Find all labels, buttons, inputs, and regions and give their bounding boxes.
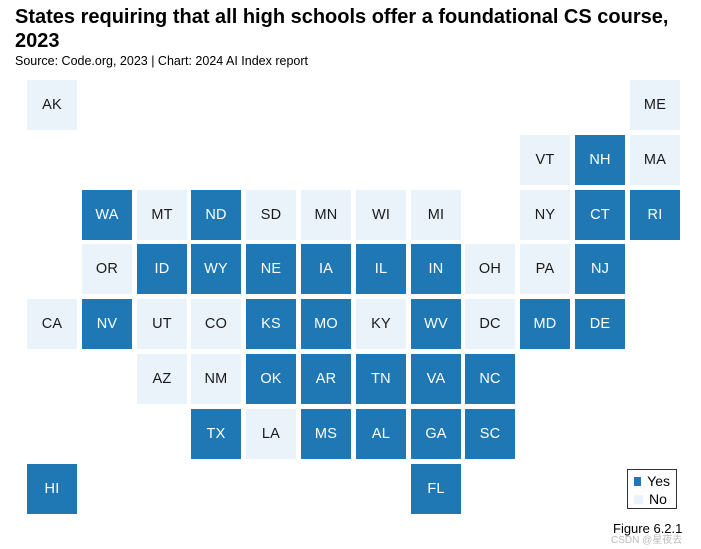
state-tile-mt: MT [137, 190, 187, 240]
state-tile-az: AZ [137, 354, 187, 404]
state-tile-md: MD [520, 299, 570, 349]
state-tile-de: DE [575, 299, 625, 349]
state-tile-id: ID [137, 244, 187, 294]
state-tile-tn: TN [356, 354, 406, 404]
state-tile-ny: NY [520, 190, 570, 240]
watermark: CSDN @星夜去 [611, 535, 683, 546]
state-tile-mi: MI [411, 190, 461, 240]
state-tile-vt: VT [520, 135, 570, 185]
state-tile-mn: MN [301, 190, 351, 240]
state-tile-al: AL [356, 409, 406, 459]
state-tile-fl: FL [411, 464, 461, 514]
legend-item-yes: Yes [634, 472, 670, 490]
legend: Yes No [627, 469, 677, 509]
state-tile-ga: GA [411, 409, 461, 459]
state-tile-nm: NM [191, 354, 241, 404]
state-tile-pa: PA [520, 244, 570, 294]
state-tile-ia: IA [301, 244, 351, 294]
state-tile-nc: NC [465, 354, 515, 404]
state-tile-ca: CA [27, 299, 77, 349]
legend-label-no: No [649, 491, 667, 507]
state-tile-in: IN [411, 244, 461, 294]
state-tile-ak: AK [27, 80, 77, 130]
state-tile-wa: WA [82, 190, 132, 240]
state-tile-mo: MO [301, 299, 351, 349]
state-tile-dc: DC [465, 299, 515, 349]
state-tile-sc: SC [465, 409, 515, 459]
state-tile-ct: CT [575, 190, 625, 240]
state-tile-nv: NV [82, 299, 132, 349]
state-tile-ms: MS [301, 409, 351, 459]
state-tile-or: OR [82, 244, 132, 294]
state-tile-ri: RI [630, 190, 680, 240]
legend-swatch-yes [634, 476, 642, 486]
legend-label-yes: Yes [647, 473, 670, 489]
state-tile-co: CO [191, 299, 241, 349]
state-tile-ne: NE [246, 244, 296, 294]
state-tile-ok: OK [246, 354, 296, 404]
state-tile-me: ME [630, 80, 680, 130]
legend-swatch-no [634, 494, 643, 504]
legend-item-no: No [634, 490, 670, 508]
state-tile-ks: KS [246, 299, 296, 349]
state-tile-oh: OH [465, 244, 515, 294]
state-tile-ma: MA [630, 135, 680, 185]
chart-title: States requiring that all high schools o… [15, 6, 669, 52]
state-tile-va: VA [411, 354, 461, 404]
state-tile-la: LA [246, 409, 296, 459]
state-tile-hi: HI [27, 464, 77, 514]
state-tile-wy: WY [191, 244, 241, 294]
state-tile-ar: AR [301, 354, 351, 404]
state-tile-nh: NH [575, 135, 625, 185]
state-tile-sd: SD [246, 190, 296, 240]
figure-number: Figure 6.2.1 [613, 521, 683, 536]
state-tile-nj: NJ [575, 244, 625, 294]
state-tile-wv: WV [411, 299, 461, 349]
state-tile-nd: ND [191, 190, 241, 240]
state-tile-tx: TX [191, 409, 241, 459]
state-tile-ut: UT [137, 299, 187, 349]
state-tile-wi: WI [356, 190, 406, 240]
state-tile-ky: KY [356, 299, 406, 349]
state-tile-il: IL [356, 244, 406, 294]
chart-subtitle: Source: Code.org, 2023 | Chart: 2024 AI … [15, 54, 309, 68]
